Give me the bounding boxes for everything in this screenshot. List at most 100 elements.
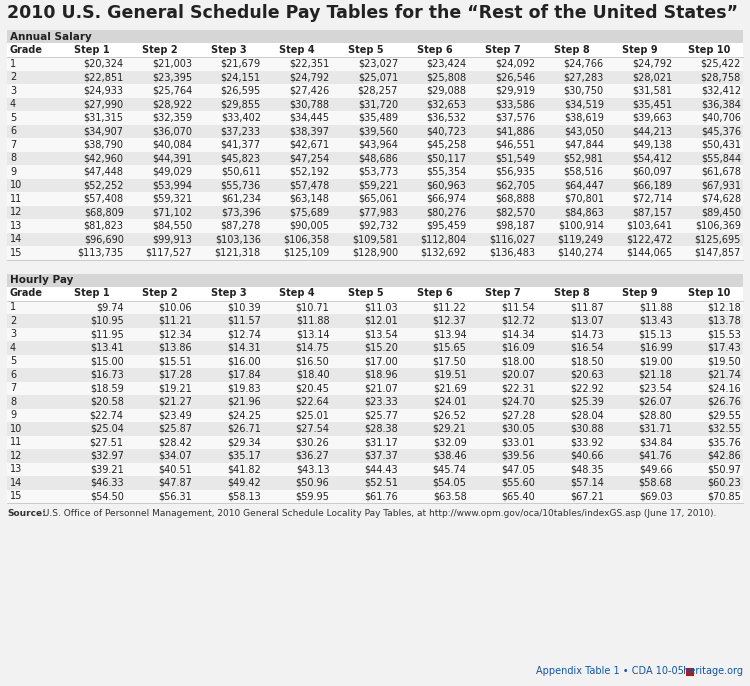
Text: $26,546: $26,546 (495, 72, 536, 82)
Text: $103,641: $103,641 (626, 221, 673, 230)
Text: $24,092: $24,092 (495, 59, 536, 69)
Text: $40.66: $40.66 (570, 451, 604, 461)
Text: $87,157: $87,157 (632, 207, 673, 217)
Text: $72,714: $72,714 (632, 193, 673, 204)
Text: $13.43: $13.43 (639, 316, 673, 326)
Text: $11.88: $11.88 (296, 316, 329, 326)
Text: Step 8: Step 8 (554, 289, 590, 298)
Text: $30.88: $30.88 (570, 424, 604, 434)
Text: $58.68: $58.68 (639, 477, 673, 488)
Text: $33,402: $33,402 (220, 113, 261, 123)
Text: Step 6: Step 6 (416, 45, 452, 55)
Text: $92,732: $92,732 (358, 221, 398, 230)
Text: 2010 U.S. General Schedule Pay Tables for the “Rest of the United States”: 2010 U.S. General Schedule Pay Tables fo… (7, 4, 738, 22)
Text: $25,808: $25,808 (427, 72, 466, 82)
Text: $122,472: $122,472 (626, 234, 673, 244)
Text: $119,249: $119,249 (558, 234, 604, 244)
Text: $11.03: $11.03 (364, 303, 398, 312)
Text: $29.34: $29.34 (227, 437, 261, 447)
Text: $64,447: $64,447 (564, 180, 604, 190)
Text: Appendix Table 1 • CDA 10-05: Appendix Table 1 • CDA 10-05 (536, 666, 684, 676)
Text: $144,065: $144,065 (626, 248, 673, 258)
Text: 10: 10 (10, 180, 22, 190)
Text: 13: 13 (10, 464, 22, 474)
Text: $59,221: $59,221 (358, 180, 398, 190)
Text: $100,914: $100,914 (558, 221, 604, 230)
Text: $18.40: $18.40 (296, 370, 329, 380)
Text: 4: 4 (10, 343, 16, 353)
Bar (7, 71, 743, 84)
Text: $33.01: $33.01 (502, 437, 536, 447)
Text: $49,029: $49,029 (152, 167, 192, 177)
Text: $24.16: $24.16 (707, 383, 741, 393)
Text: $28.38: $28.38 (364, 424, 398, 434)
Text: $50,117: $50,117 (427, 153, 466, 163)
Text: $14.34: $14.34 (502, 329, 536, 340)
Text: $52,981: $52,981 (564, 153, 604, 163)
Text: $21.18: $21.18 (639, 370, 673, 380)
Text: $40,723: $40,723 (427, 126, 466, 137)
Text: $47.05: $47.05 (501, 464, 536, 474)
Text: $49,138: $49,138 (632, 140, 673, 150)
Text: $32.09: $32.09 (433, 437, 466, 447)
Text: $25.87: $25.87 (158, 424, 192, 434)
Text: $11.87: $11.87 (570, 303, 604, 312)
Text: $28.80: $28.80 (639, 410, 673, 421)
Text: Step 10: Step 10 (688, 289, 730, 298)
Text: $19.51: $19.51 (433, 370, 466, 380)
Text: $41.82: $41.82 (227, 464, 261, 474)
Text: 9: 9 (10, 410, 16, 421)
Text: $13.94: $13.94 (433, 329, 466, 340)
Bar (7, 219, 743, 233)
Text: $20.58: $20.58 (90, 397, 124, 407)
Text: $95,459: $95,459 (427, 221, 466, 230)
Text: $37,576: $37,576 (495, 113, 536, 123)
Text: 6: 6 (10, 370, 16, 380)
Text: $38,619: $38,619 (564, 113, 604, 123)
Text: $56.31: $56.31 (158, 491, 192, 501)
Text: $69.03: $69.03 (639, 491, 673, 501)
Text: $39,663: $39,663 (632, 113, 673, 123)
Text: $81,823: $81,823 (84, 221, 124, 230)
Text: $132,692: $132,692 (420, 248, 466, 258)
Text: $39,560: $39,560 (358, 126, 398, 137)
Bar (7, 274, 743, 287)
Bar (7, 30, 743, 43)
Text: $34,907: $34,907 (84, 126, 124, 137)
Text: $116,027: $116,027 (489, 234, 536, 244)
Text: $12.72: $12.72 (501, 316, 536, 326)
Text: 15: 15 (10, 491, 22, 501)
Text: $70,801: $70,801 (564, 193, 604, 204)
Text: $9.74: $9.74 (96, 303, 124, 312)
Text: $18.50: $18.50 (570, 356, 604, 366)
Text: $38,397: $38,397 (290, 126, 329, 137)
Text: $34,445: $34,445 (290, 113, 329, 123)
Text: $30.05: $30.05 (502, 424, 536, 434)
Text: $16.00: $16.00 (227, 356, 261, 366)
Text: $21.27: $21.27 (158, 397, 192, 407)
Text: $15.65: $15.65 (433, 343, 466, 353)
Text: $25.77: $25.77 (364, 410, 398, 421)
Text: $30.26: $30.26 (296, 437, 329, 447)
Text: $60,963: $60,963 (427, 180, 466, 190)
Text: $10.06: $10.06 (158, 303, 192, 312)
Text: $53,994: $53,994 (152, 180, 192, 190)
Text: $12.34: $12.34 (158, 329, 192, 340)
Text: Grade: Grade (10, 45, 43, 55)
Bar (7, 462, 743, 476)
Text: $46,551: $46,551 (495, 140, 536, 150)
Text: $13.07: $13.07 (570, 316, 604, 326)
Text: $60.23: $60.23 (707, 477, 741, 488)
Text: $11.88: $11.88 (639, 303, 673, 312)
Text: $67.21: $67.21 (570, 491, 604, 501)
Text: Step 1: Step 1 (74, 45, 110, 55)
Text: $47,448: $47,448 (84, 167, 124, 177)
Text: $57,478: $57,478 (290, 180, 329, 190)
Text: $22,851: $22,851 (83, 72, 124, 82)
Bar (7, 138, 743, 152)
Bar (7, 178, 743, 192)
Text: Step 6: Step 6 (416, 289, 452, 298)
Bar (7, 152, 743, 165)
Text: $55,844: $55,844 (700, 153, 741, 163)
Text: $50,611: $50,611 (220, 167, 261, 177)
